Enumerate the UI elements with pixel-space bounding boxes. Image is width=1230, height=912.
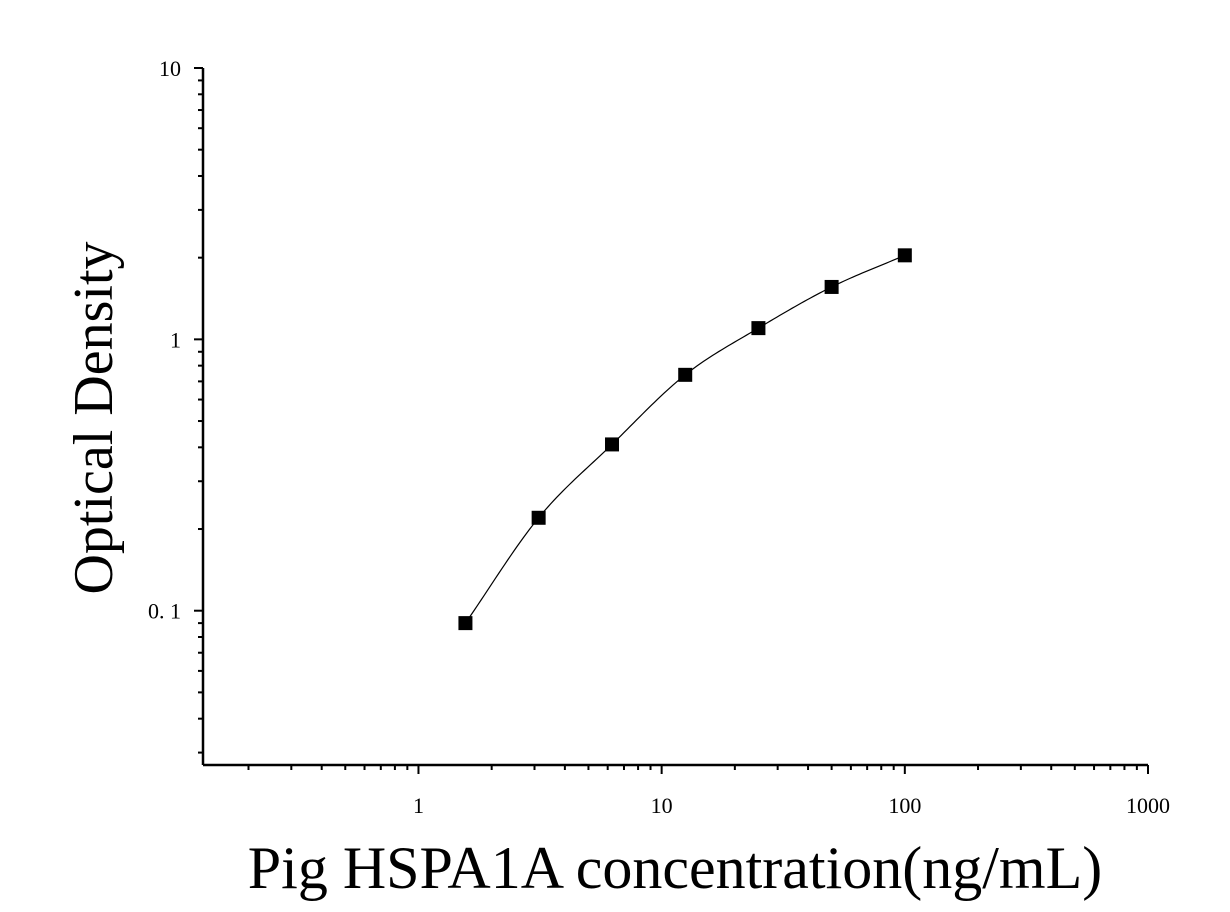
y-tick-label: 0. 1 bbox=[148, 599, 181, 624]
y-tick-label: 1 bbox=[170, 327, 181, 352]
x-axis-title: Pig HSPA1A concentration(ng/mL) bbox=[248, 835, 1102, 901]
data-point bbox=[678, 367, 693, 382]
data-point bbox=[824, 279, 839, 294]
fit-curve bbox=[464, 254, 906, 624]
x-tick-label: 10 bbox=[651, 793, 673, 818]
data-point bbox=[897, 248, 912, 263]
x-tick-label: 100 bbox=[888, 793, 921, 818]
y-tick-label: 10 bbox=[159, 56, 181, 81]
y-axis-title: Optical Density bbox=[63, 241, 125, 594]
data-point bbox=[751, 321, 766, 336]
plot-area: 10 1 0. 1 1 10 100 1000 bbox=[148, 56, 1170, 818]
x-tick-label: 1 bbox=[413, 793, 424, 818]
x-tick-label: 1000 bbox=[1126, 793, 1170, 818]
data-point bbox=[531, 510, 546, 525]
data-point bbox=[458, 616, 473, 631]
data-point bbox=[605, 437, 620, 452]
